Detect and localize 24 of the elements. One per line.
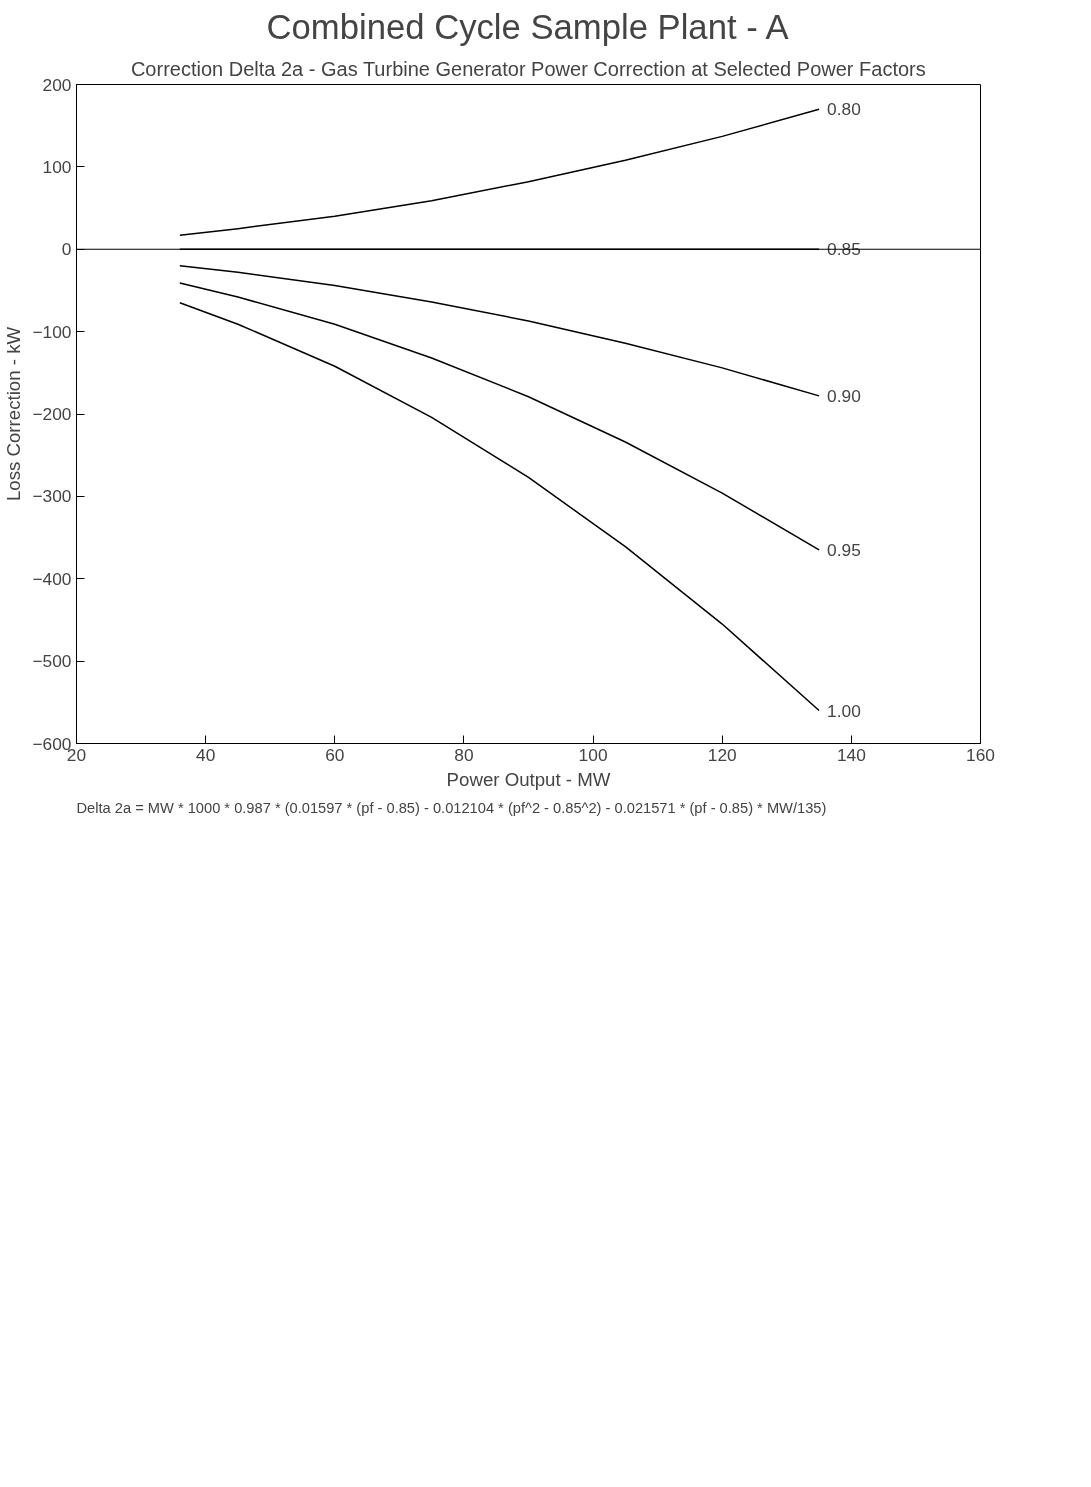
y-tick-label: −400 [32,568,72,589]
y-tick-label: 200 [42,74,72,95]
x-tick-label: 60 [325,744,345,765]
y-tick-label: −200 [32,404,72,424]
series-label: 0.90 [827,385,861,406]
y-tick-label: −100 [32,321,72,342]
x-tick-label: 80 [454,744,474,765]
x-tick-label: 160 [966,744,995,765]
series-label: 0.95 [827,539,861,560]
x-tick-label: 100 [578,744,608,765]
x-tick-label: 40 [196,744,216,765]
chart-subtitle: Correction Delta 2a - Gas Turbine Generator Power Correction at Selected Power Factors [130,57,926,80]
text: Delta 2a = MW * 1000 * 0.987 * (0.01597 * (pf - 0.85) - 0.012104 * (pf^2 - 0.85^2) - 0.021571 * (pf - 0.85) * MW/135) [76,799,827,816]
y-tick-label: −300 [32,486,72,507]
series-label: 0.80 [827,99,861,120]
y-tick-label: 100 [42,156,72,177]
y-axis-title: Loss Correction - kW [3,326,25,502]
y-tick-label: 0 [61,239,72,260]
chart-title: Combined Cycle Sample Plant - A [266,7,790,46]
x-tick-label: 140 [836,744,866,765]
series-label: 1.00 [827,700,861,721]
x-axis-title: Power Output - MW [446,768,611,790]
y-tick-label: −500 [32,651,72,672]
x-tick-label: 120 [707,744,737,765]
